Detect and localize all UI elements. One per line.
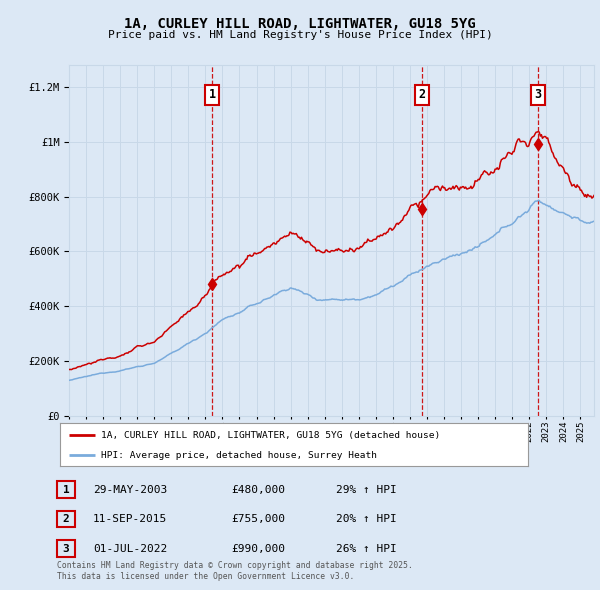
Text: 3: 3 <box>534 88 541 101</box>
Text: 2: 2 <box>62 514 70 524</box>
Text: 26% ↑ HPI: 26% ↑ HPI <box>336 544 397 553</box>
Text: 3: 3 <box>62 544 70 553</box>
Text: 1A, CURLEY HILL ROAD, LIGHTWATER, GU18 5YG: 1A, CURLEY HILL ROAD, LIGHTWATER, GU18 5… <box>124 17 476 31</box>
Text: 1: 1 <box>62 485 70 494</box>
Text: £990,000: £990,000 <box>231 544 285 553</box>
Text: 1: 1 <box>209 88 216 101</box>
Text: £755,000: £755,000 <box>231 514 285 524</box>
Text: 1A, CURLEY HILL ROAD, LIGHTWATER, GU18 5YG (detached house): 1A, CURLEY HILL ROAD, LIGHTWATER, GU18 5… <box>101 431 440 440</box>
Text: £480,000: £480,000 <box>231 485 285 494</box>
Text: Contains HM Land Registry data © Crown copyright and database right 2025.
This d: Contains HM Land Registry data © Crown c… <box>57 561 413 581</box>
Text: Price paid vs. HM Land Registry's House Price Index (HPI): Price paid vs. HM Land Registry's House … <box>107 30 493 40</box>
Text: 01-JUL-2022: 01-JUL-2022 <box>93 544 167 553</box>
Text: 2: 2 <box>418 88 425 101</box>
Text: 11-SEP-2015: 11-SEP-2015 <box>93 514 167 524</box>
Text: HPI: Average price, detached house, Surrey Heath: HPI: Average price, detached house, Surr… <box>101 451 377 460</box>
Text: 29-MAY-2003: 29-MAY-2003 <box>93 485 167 494</box>
Text: 20% ↑ HPI: 20% ↑ HPI <box>336 514 397 524</box>
Text: 29% ↑ HPI: 29% ↑ HPI <box>336 485 397 494</box>
